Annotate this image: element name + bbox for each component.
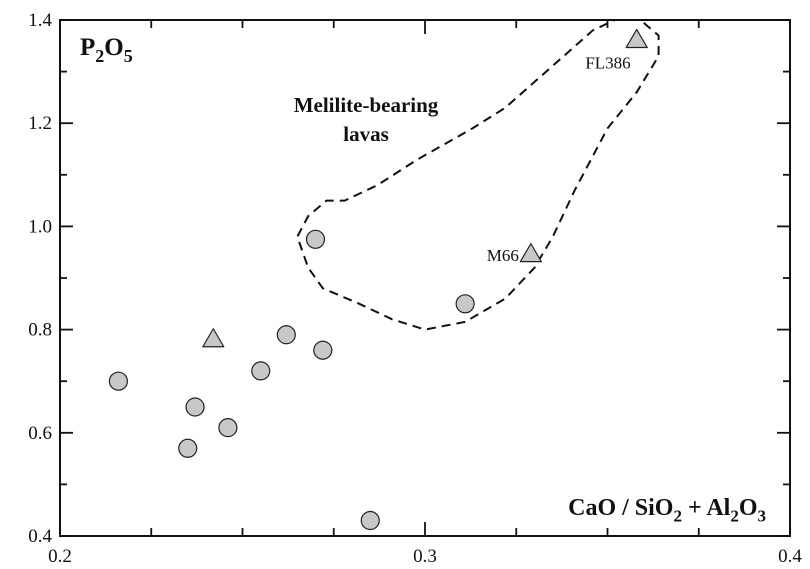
x-tick-label: 0.4 <box>778 546 802 567</box>
y-axis-label-part: 2 <box>95 46 104 66</box>
x-axis-label-part: 2 <box>673 507 682 526</box>
circle-point <box>185 397 205 417</box>
y-tick-label: 1.2 <box>28 113 52 134</box>
region-label-line: Melilite-bearing <box>294 93 439 117</box>
circle-point <box>218 418 238 438</box>
x-axis-label-part: CaO / SiO <box>568 495 673 521</box>
circle-point <box>360 510 380 531</box>
y-tick-label: 0.8 <box>28 320 52 341</box>
triangle-point <box>625 28 648 49</box>
y-axis-label: P2O5 <box>80 34 133 66</box>
circle-point <box>313 340 333 360</box>
circle-point <box>251 361 271 381</box>
y-tick-label: 0.4 <box>28 526 52 547</box>
y-axis-label-part: 5 <box>124 46 133 66</box>
x-axis-label-part: + Al <box>682 495 731 521</box>
region-outline <box>296 19 660 331</box>
y-axis-label-part: P <box>80 34 95 61</box>
x-axis-label-part: 3 <box>758 507 767 526</box>
y-tick-label: 1.0 <box>28 216 52 237</box>
y-axis-label-part: O <box>104 34 123 61</box>
circle-point <box>276 325 296 345</box>
point-label: M66 <box>487 246 519 265</box>
triangle-point <box>202 328 225 348</box>
triangle-point <box>519 243 542 263</box>
y-tick-label: 1.4 <box>28 10 52 31</box>
axes: 0.4 0.6 0.8 1.0 1.2 1.4 0.2 0.3 0.4 <box>28 10 802 567</box>
x-tick-label: 0.2 <box>48 546 72 567</box>
melilite-region: Melilite-bearing lavas <box>294 19 660 331</box>
region-label-line: lavas <box>343 122 389 146</box>
x-axis-label: CaO / SiO2 + Al2O3 <box>568 495 766 526</box>
circle-point <box>108 371 129 391</box>
x-axis-label-part: O <box>739 495 758 521</box>
x-tick-label: 0.3 <box>413 546 437 567</box>
data-points: M66 FL386 <box>108 28 648 531</box>
circle-point <box>178 438 198 458</box>
point-label: FL386 <box>585 54 630 73</box>
x-axis-label-part: 2 <box>730 507 739 526</box>
y-tick-label: 0.6 <box>28 423 52 444</box>
circle-point <box>305 229 326 249</box>
circle-point <box>455 294 475 314</box>
